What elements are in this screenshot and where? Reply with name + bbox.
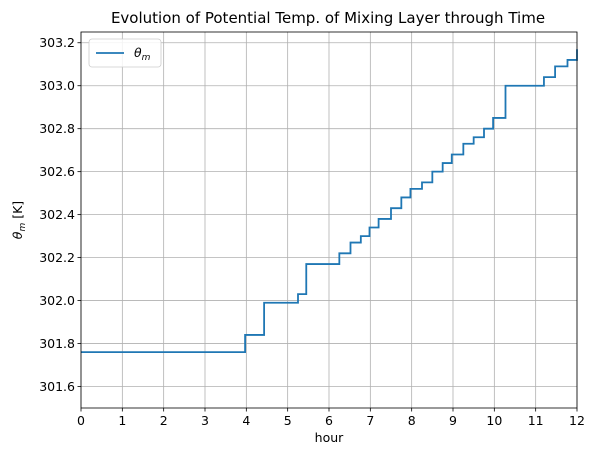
x-tick-label: 3: [201, 413, 209, 428]
y-tick-label: 302.6: [39, 164, 75, 179]
y-tick-label: 302.8: [39, 121, 75, 136]
y-tick-label: 301.6: [39, 379, 75, 394]
y-tick-label: 302.2: [39, 250, 75, 265]
legend-label: θm: [134, 45, 151, 63]
y-tick-label: 301.8: [39, 336, 75, 351]
legend-box: [88, 38, 162, 68]
x-tick-label: 6: [325, 413, 333, 428]
x-tick-label: 2: [160, 413, 168, 428]
y-tick-label: 302.4: [39, 207, 75, 222]
y-axis-label-unit: [K]: [10, 201, 25, 223]
series-layer: [81, 49, 578, 354]
x-tick-label: 10: [486, 413, 502, 428]
y-axis-label-symbol: θ: [10, 231, 25, 239]
x-tick-label: 11: [528, 413, 544, 428]
x-tick-label: 0: [77, 413, 85, 428]
x-tick-label: 8: [408, 413, 416, 428]
legend: θm: [88, 38, 162, 68]
y-tick-label: 303.2: [39, 35, 75, 50]
y-tick-label: 302.0: [39, 293, 75, 308]
x-tick-label: 5: [284, 413, 292, 428]
x-tick-label: 12: [569, 413, 585, 428]
y-axis-label-sub: m: [18, 223, 28, 232]
series-line: [81, 49, 578, 354]
x-tick-label: 9: [449, 413, 457, 428]
y-tick-label: 303.0: [39, 78, 75, 93]
legend-label-sub: m: [142, 53, 151, 63]
y-axis-label: θm [K]: [10, 201, 28, 239]
x-tick-label: 4: [242, 413, 250, 428]
x-tick-label: 7: [366, 413, 374, 428]
x-tick-label: 1: [118, 413, 126, 428]
legend-label-symbol: θ: [134, 45, 142, 60]
x-axis-label: hour: [315, 430, 344, 445]
chart-title: Evolution of Potential Temp. of Mixing L…: [111, 9, 545, 27]
axis-ticks: 0 1 2 3 4 5 6 7 8 9 10 11 12301.6301.8302.0302.2302.…: [39, 35, 585, 428]
